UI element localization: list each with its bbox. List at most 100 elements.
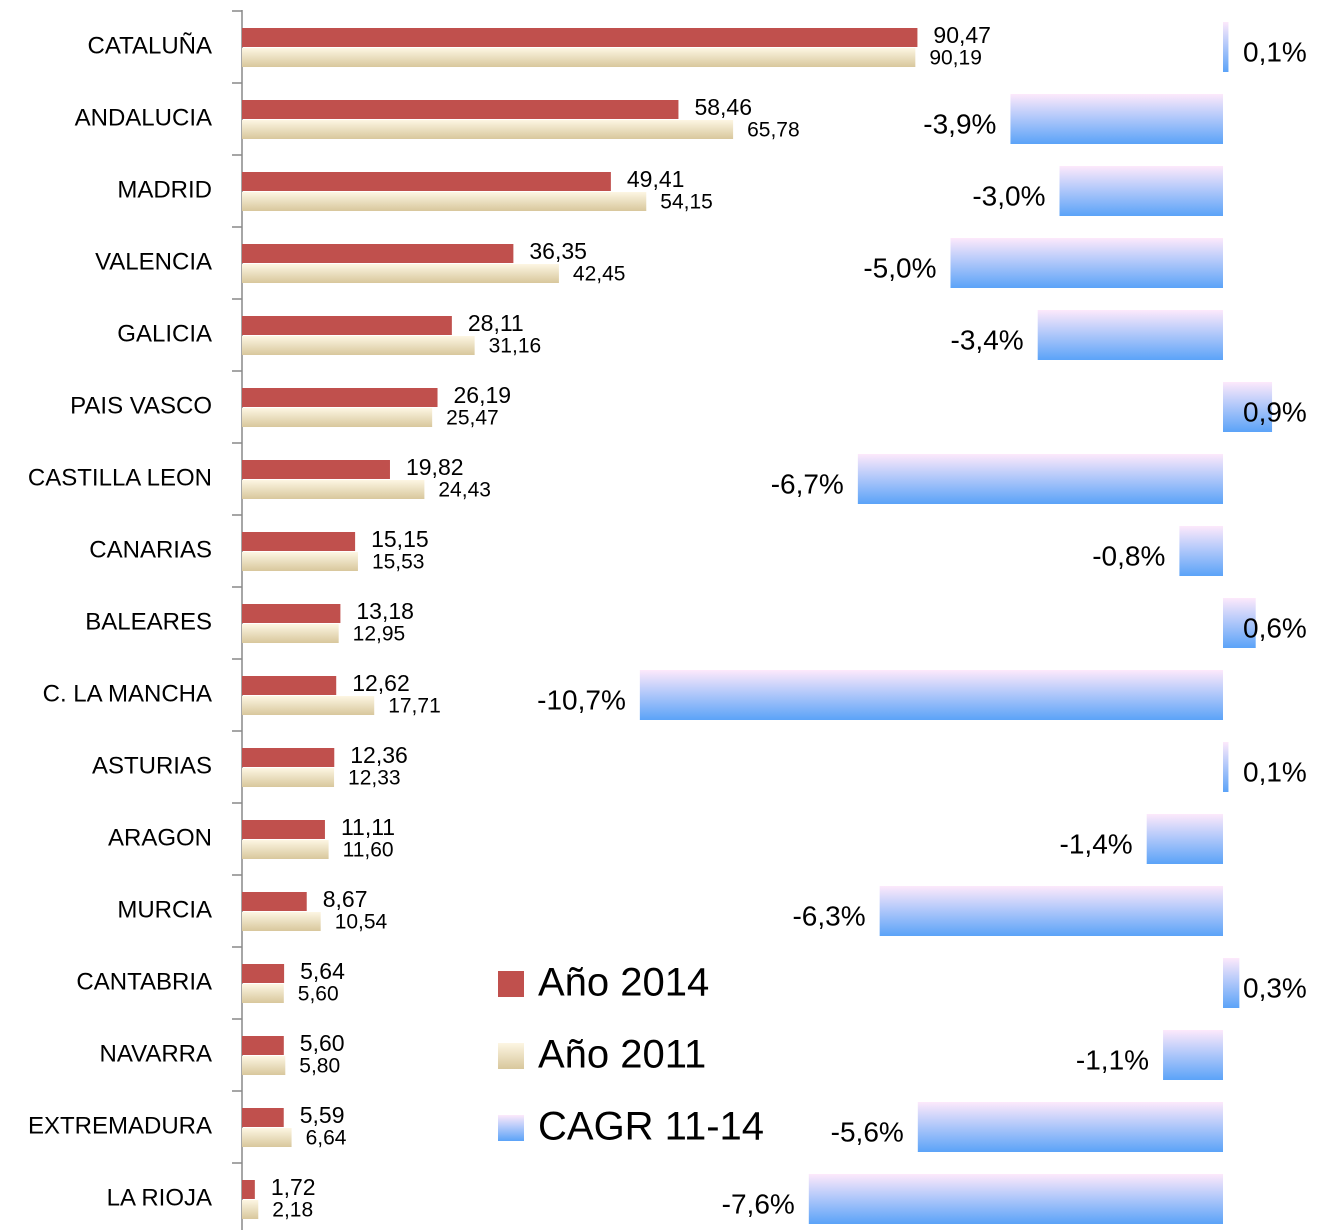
category-label: CATALUÑA <box>88 32 212 59</box>
bar <box>242 100 679 119</box>
value-label: 5,80 <box>299 1055 340 1078</box>
bar <box>242 264 559 283</box>
cagr-label: -1,4% <box>1060 828 1133 859</box>
cagr-bar <box>1146 814 1223 864</box>
bar <box>242 532 356 551</box>
cagr-label: -6,3% <box>792 900 865 931</box>
bar <box>242 408 433 427</box>
legend-label: Año 2014 <box>538 961 709 1005</box>
legend-swatch <box>498 1115 524 1141</box>
category-label: EXTREMADURA <box>28 1112 212 1139</box>
cagr-bar <box>1010 94 1223 144</box>
bar <box>242 676 337 695</box>
value-label: 90,47 <box>933 22 991 48</box>
legend-label: Año 2011 <box>538 1033 706 1077</box>
value-label: 10,54 <box>335 911 388 934</box>
legend-label: CAGR 11-14 <box>538 1105 764 1149</box>
value-label: 49,41 <box>627 166 685 192</box>
category-label: NAVARRA <box>100 1040 212 1067</box>
category-label: MURCIA <box>117 896 212 923</box>
value-label: 42,45 <box>573 263 626 286</box>
bar <box>242 892 307 911</box>
value-label: 36,35 <box>529 238 587 264</box>
bar <box>242 748 335 767</box>
bar <box>242 768 335 787</box>
cagr-bar <box>879 886 1223 936</box>
bar <box>242 1180 255 1199</box>
category-label: BALEARES <box>85 608 212 635</box>
cagr-bar <box>1223 598 1256 648</box>
bar <box>242 1056 286 1075</box>
bar <box>242 460 390 479</box>
cagr-bar <box>1223 382 1273 432</box>
category-label: CANARIAS <box>89 536 212 563</box>
value-label: 6,64 <box>306 1127 347 1150</box>
category-label: ARAGON <box>108 824 212 851</box>
cagr-bar <box>1037 310 1223 360</box>
cagr-label: -7,6% <box>722 1188 795 1219</box>
cagr-label: 0,6% <box>1243 612 1307 643</box>
cagr-label: 0,1% <box>1243 756 1307 787</box>
cagr-label: -5,0% <box>863 252 936 283</box>
cagr-bar <box>639 670 1223 720</box>
value-label: 13,18 <box>356 598 414 624</box>
value-label: 12,36 <box>350 742 408 768</box>
bar <box>242 820 325 839</box>
category-label: CANTABRIA <box>76 968 212 995</box>
bar <box>242 28 918 47</box>
cagr-label: -3,9% <box>923 108 996 139</box>
value-label: 31,16 <box>489 335 542 358</box>
bar <box>242 316 452 335</box>
cagr-bar <box>1223 22 1229 72</box>
cagr-label: -3,0% <box>972 180 1045 211</box>
cagr-bar <box>1223 958 1240 1008</box>
category-label: VALENCIA <box>95 248 212 275</box>
cagr-bar <box>917 1102 1223 1152</box>
category-label: ASTURIAS <box>92 752 212 779</box>
cagr-bar <box>950 238 1223 288</box>
legend-swatch <box>498 1043 524 1069</box>
cagr-label: -0,8% <box>1092 540 1165 571</box>
value-label: 12,95 <box>353 623 406 646</box>
cagr-bar <box>1163 1030 1223 1080</box>
value-label: 25,47 <box>446 407 499 430</box>
cagr-bar <box>857 454 1223 504</box>
category-label: C. LA MANCHA <box>43 680 212 707</box>
bar <box>242 172 611 191</box>
bar <box>242 1108 284 1127</box>
bar <box>242 912 321 931</box>
bar <box>242 388 438 407</box>
cagr-label: 0,9% <box>1243 396 1307 427</box>
cagr-label: -5,6% <box>831 1116 904 1147</box>
cagr-bar <box>1179 526 1223 576</box>
cagr-bar <box>808 1174 1223 1224</box>
bar <box>242 552 358 571</box>
value-label: 8,67 <box>323 886 368 912</box>
category-label: GALICIA <box>117 320 212 347</box>
value-label: 58,46 <box>694 94 752 120</box>
category-label: LA RIOJA <box>107 1184 212 1211</box>
legend-swatch <box>498 971 524 997</box>
value-label: 5,60 <box>298 983 339 1006</box>
bar <box>242 120 734 139</box>
value-label: 65,78 <box>747 119 800 142</box>
value-label: 12,33 <box>348 767 401 790</box>
bar <box>242 624 339 643</box>
bar <box>242 964 285 983</box>
category-label: MADRID <box>117 176 212 203</box>
bar <box>242 480 425 499</box>
value-label: 5,60 <box>300 1030 345 1056</box>
cagr-label: -6,7% <box>771 468 844 499</box>
value-label: 5,64 <box>300 958 345 984</box>
category-label: CASTILLA LEON <box>28 464 212 491</box>
value-label: 2,18 <box>272 1199 313 1222</box>
cagr-label: 0,1% <box>1243 36 1307 67</box>
value-label: 11,11 <box>341 814 395 840</box>
value-label: 54,15 <box>660 191 713 214</box>
value-label: 5,59 <box>300 1102 345 1128</box>
value-label: 90,19 <box>929 47 982 70</box>
value-label: 24,43 <box>438 479 491 502</box>
bar <box>242 696 375 715</box>
value-label: 28,11 <box>468 310 524 336</box>
